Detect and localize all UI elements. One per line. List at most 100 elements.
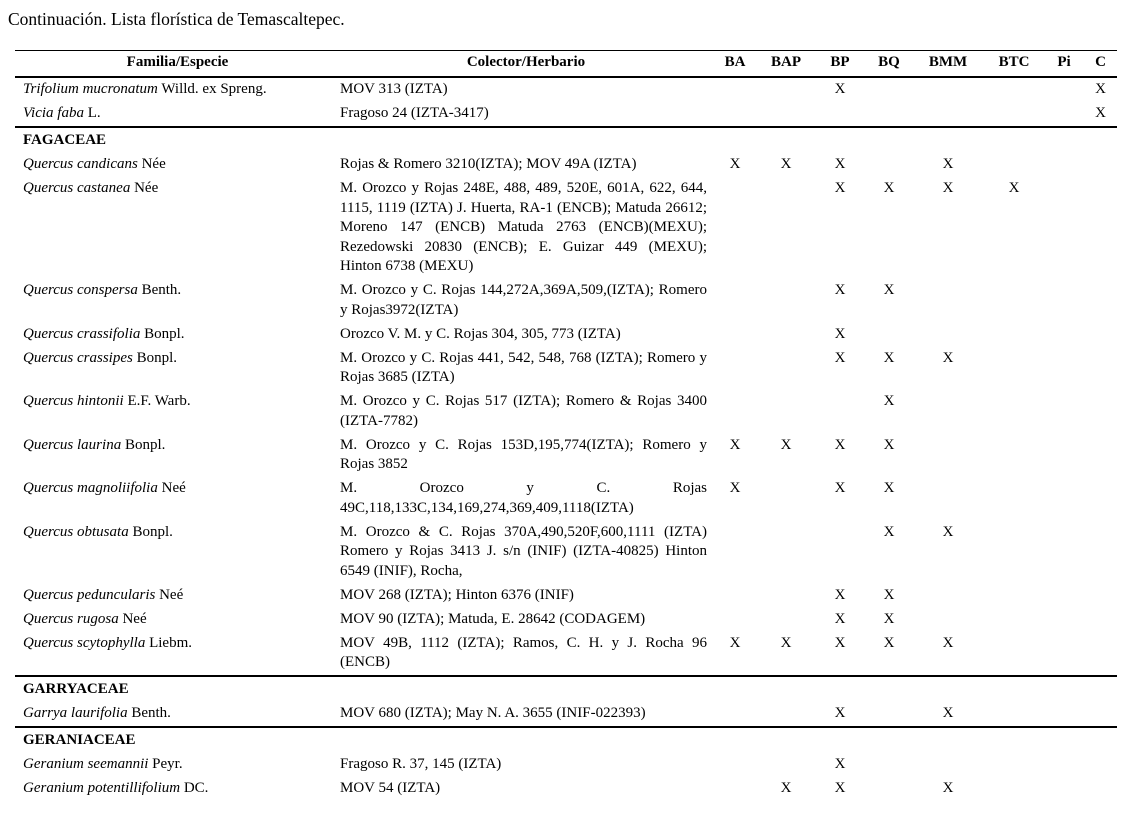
vegetation-mark-c: X bbox=[1095, 81, 1106, 97]
species-epithet: Quercus peduncularis bbox=[23, 586, 156, 603]
species-epithet: Quercus obtusata bbox=[23, 523, 129, 540]
vegetation-mark-bap bbox=[758, 607, 814, 631]
species-row: Quercus scytophylla Liebm. MOV 49B, 1112 … bbox=[15, 631, 1117, 676]
header-btc: BTC bbox=[984, 50, 1044, 78]
vegetation-mark-c bbox=[1084, 753, 1117, 777]
vegetation-mark-btc bbox=[984, 433, 1044, 477]
vegetation-mark-bp bbox=[814, 520, 866, 583]
vegetation-mark-bp: X bbox=[834, 780, 846, 796]
vegetation-mark-c bbox=[1084, 702, 1117, 727]
vegetation-mark-ba bbox=[712, 390, 758, 434]
collector-herbario: Rojas & Romero 3210(IZTA); MOV 49A (IZTA… bbox=[340, 156, 637, 172]
collector-herbario: MOV 49B, 1112 (IZTA); Ramos, C. H. y J. … bbox=[340, 634, 707, 671]
floristic-table: Familia/Especie Colector/Herbario BA BAP… bbox=[15, 50, 1117, 801]
vegetation-mark-c bbox=[1084, 631, 1117, 676]
species-name: Geranium seemannii Peyr. bbox=[23, 756, 183, 772]
collector-herbario: Fragoso R. 37, 145 (IZTA) bbox=[340, 756, 502, 772]
species-epithet: Quercus laurina bbox=[23, 436, 122, 453]
vegetation-mark-bap bbox=[758, 346, 814, 390]
vegetation-mark-pi bbox=[1044, 777, 1084, 801]
vegetation-mark-pi bbox=[1044, 477, 1084, 521]
vegetation-mark-bp: X bbox=[834, 634, 846, 651]
species-name: Quercus rugosa Neé bbox=[23, 610, 147, 627]
vegetation-mark-pi bbox=[1044, 102, 1084, 127]
species-row: Geranium seemannii Peyr. Fragoso R. 37, 1… bbox=[15, 753, 1117, 777]
species-row: Vicia faba L. Fragoso 24 (IZTA-3417) X bbox=[15, 102, 1117, 127]
vegetation-mark-pi bbox=[1044, 607, 1084, 631]
species-row: Quercus hintonii E.F. Warb. M. Orozco y C… bbox=[15, 390, 1117, 434]
vegetation-mark-bap bbox=[758, 702, 814, 727]
vegetation-mark-bmm bbox=[912, 279, 984, 323]
vegetation-mark-btc bbox=[984, 153, 1044, 177]
species-row: Quercus obtusata Bonpl. M. Orozco & C. Ro… bbox=[15, 520, 1117, 583]
vegetation-mark-pi bbox=[1044, 77, 1084, 102]
vegetation-mark-bap bbox=[758, 520, 814, 583]
header-colector-herbario: Colector/Herbario bbox=[340, 50, 712, 78]
vegetation-mark-btc bbox=[984, 346, 1044, 390]
collector-herbario: MOV 680 (IZTA); May N. A. 3655 (INIF-022… bbox=[340, 705, 646, 721]
species-epithet: Garrya laurifolia bbox=[23, 705, 128, 721]
vegetation-mark-bap bbox=[758, 753, 814, 777]
vegetation-mark-bap: X bbox=[780, 634, 792, 651]
vegetation-mark-ba bbox=[712, 77, 758, 102]
vegetation-mark-ba bbox=[712, 583, 758, 607]
vegetation-mark-pi bbox=[1044, 322, 1084, 346]
family-row: FAGACEAE bbox=[15, 125, 1117, 153]
vegetation-mark-pi bbox=[1044, 177, 1084, 279]
family-name: GARRYACEAE bbox=[15, 674, 1117, 702]
vegetation-mark-bap bbox=[758, 279, 814, 323]
vegetation-mark-bq bbox=[866, 77, 912, 102]
vegetation-mark-btc bbox=[984, 102, 1044, 127]
species-row: Quercus crassifolia Bonpl. Orozco V. M. y… bbox=[15, 322, 1117, 346]
collector-herbario: M. Orozco y C. Rojas 517 (IZTA); Romero … bbox=[340, 393, 707, 429]
species-epithet: Quercus conspersa bbox=[23, 282, 138, 298]
vegetation-mark-pi bbox=[1044, 753, 1084, 777]
vegetation-mark-ba bbox=[712, 607, 758, 631]
collector-herbario: MOV 54 (IZTA) bbox=[340, 780, 441, 796]
species-epithet: Trifolium mucronatum bbox=[23, 81, 158, 97]
vegetation-mark-bp: X bbox=[834, 180, 846, 196]
species-epithet: Geranium seemannii bbox=[23, 756, 149, 772]
header-bap: BAP bbox=[758, 50, 814, 78]
species-name: Quercus castanea Née bbox=[23, 180, 159, 196]
header-pi: Pi bbox=[1044, 50, 1084, 78]
collector-herbario: M. Orozco y C. Rojas 49C,118,133C,134,16… bbox=[340, 480, 707, 516]
header-familia-especie: Familia/Especie bbox=[15, 50, 340, 78]
vegetation-mark-bap bbox=[758, 583, 814, 607]
vegetation-mark-bp: X bbox=[834, 436, 846, 453]
vegetation-mark-btc bbox=[984, 390, 1044, 434]
vegetation-mark-pi bbox=[1044, 520, 1084, 583]
vegetation-mark-bap bbox=[758, 322, 814, 346]
vegetation-mark-ba: X bbox=[729, 156, 741, 172]
species-name: Quercus conspersa Benth. bbox=[23, 282, 182, 298]
vegetation-mark-bq: X bbox=[883, 634, 895, 651]
vegetation-mark-bq: X bbox=[883, 393, 895, 409]
vegetation-mark-bq: X bbox=[883, 282, 895, 298]
vegetation-mark-c bbox=[1084, 390, 1117, 434]
vegetation-mark-pi bbox=[1044, 346, 1084, 390]
vegetation-mark-c bbox=[1084, 607, 1117, 631]
collector-herbario: M. Orozco y Rojas 248E, 488, 489, 520E, … bbox=[340, 180, 707, 274]
vegetation-mark-bp: X bbox=[834, 81, 846, 97]
vegetation-mark-ba bbox=[712, 753, 758, 777]
species-row: Quercus magnoliifolia Neé M. Orozco y C. … bbox=[15, 477, 1117, 521]
species-name: Quercus candicans Née bbox=[23, 156, 166, 172]
species-row: Quercus conspersa Benth. M. Orozco y C. R… bbox=[15, 279, 1117, 323]
vegetation-mark-ba bbox=[712, 322, 758, 346]
vegetation-mark-c bbox=[1084, 520, 1117, 583]
species-name: Quercus magnoliifolia Neé bbox=[23, 480, 186, 496]
collector-herbario: MOV 313 (IZTA) bbox=[340, 81, 448, 97]
page-title: Continuación. Lista florística de Temasc… bbox=[8, 9, 345, 29]
species-epithet: Vicia faba bbox=[23, 105, 84, 121]
vegetation-mark-bmm bbox=[912, 433, 984, 477]
vegetation-mark-bap bbox=[758, 77, 814, 102]
vegetation-mark-bq bbox=[866, 702, 912, 727]
header-bp: BP bbox=[814, 50, 866, 78]
vegetation-mark-bmm bbox=[912, 477, 984, 521]
collector-herbario: M. Orozco & C. Rojas 370A,490,520F,600,1… bbox=[340, 523, 707, 579]
header-bq: BQ bbox=[866, 50, 912, 78]
collector-herbario: M. Orozco y C. Rojas 153D,195,774(IZTA);… bbox=[340, 436, 707, 473]
vegetation-mark-bap bbox=[758, 102, 814, 127]
vegetation-mark-ba bbox=[712, 702, 758, 727]
